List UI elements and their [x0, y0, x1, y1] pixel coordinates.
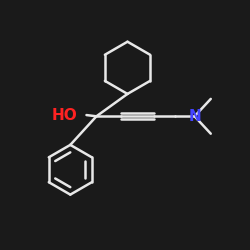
- Text: N: N: [188, 109, 201, 124]
- Text: HO: HO: [52, 108, 78, 122]
